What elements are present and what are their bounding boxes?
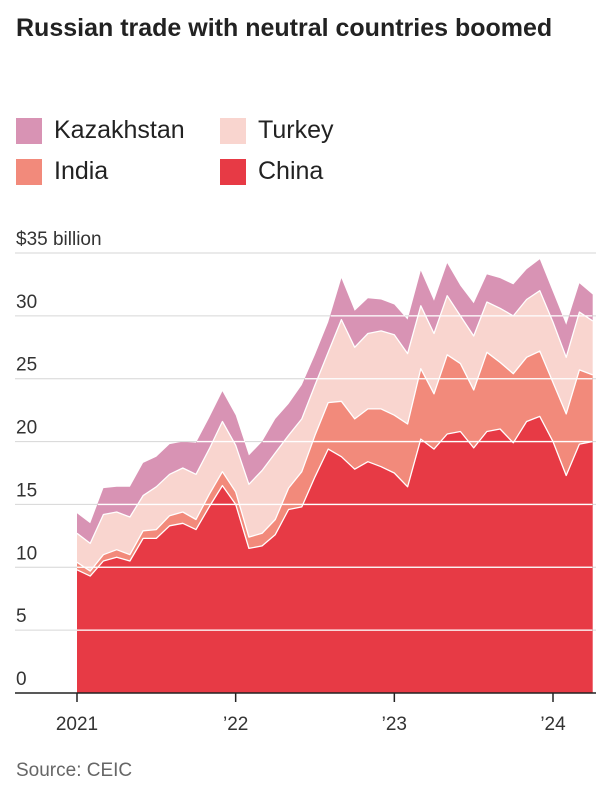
y-tick-label-20: 20 bbox=[16, 418, 37, 439]
legend-swatch-turkey bbox=[220, 117, 246, 144]
y-tick-label-10: 10 bbox=[16, 543, 37, 564]
area-india bbox=[77, 351, 593, 577]
y-tick-label-30: 30 bbox=[16, 292, 37, 313]
y-tick-label-35: $35 billion bbox=[16, 229, 102, 250]
chart-title: Russian trade with neutral countries boo… bbox=[16, 14, 553, 42]
legend-label-india: India bbox=[54, 157, 109, 185]
legend-swatch-kazakhstan bbox=[16, 117, 42, 144]
legend-item-china: China bbox=[220, 157, 323, 186]
legend-item-india: India bbox=[16, 157, 108, 186]
y-tick-label-15: 15 bbox=[16, 480, 37, 501]
area-boundary-turkey bbox=[76, 290, 594, 545]
x-tick-label-2023-01: ’23 bbox=[382, 714, 407, 735]
y-tick-label-0: 0 bbox=[16, 669, 27, 690]
x-tick-label-2024-01: ’24 bbox=[540, 714, 566, 735]
legend-swatch-china bbox=[220, 158, 246, 185]
area-boundary-india bbox=[76, 350, 593, 572]
legend-label-kazakhstan: Kazakhstan bbox=[54, 116, 185, 144]
legend-label-turkey: Turkey bbox=[258, 116, 334, 144]
area-china bbox=[77, 416, 593, 693]
area-boundary-china bbox=[76, 415, 593, 577]
y-tick-label-5: 5 bbox=[16, 606, 27, 627]
area-turkey bbox=[77, 290, 593, 572]
legend-swatch-india bbox=[16, 158, 42, 185]
legend-item-turkey: Turkey bbox=[220, 116, 333, 145]
source-note: Source: CEIC bbox=[16, 760, 133, 781]
y-tick-label-25: 25 bbox=[16, 355, 37, 376]
legend-item-kazakhstan: Kazakhstan bbox=[16, 116, 185, 145]
x-tick-label-2022-01: ’22 bbox=[223, 714, 248, 735]
legend-label-china: China bbox=[258, 157, 324, 185]
x-tick-label-2021-01: 2021 bbox=[56, 714, 98, 735]
